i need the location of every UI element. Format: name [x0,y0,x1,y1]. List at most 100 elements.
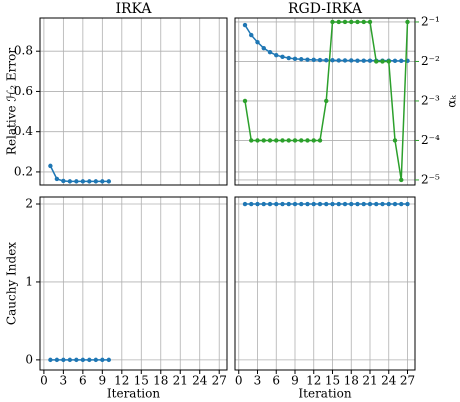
data-point [87,179,92,184]
data-point [93,179,99,184]
y-tick-label: 0.6 [14,84,33,98]
data-point [336,58,341,63]
data-point [380,201,385,207]
data-point [361,58,366,63]
y-axis-label: Cauchy Index [5,242,19,325]
data-point [330,58,335,63]
y-tick-label: 0 [25,352,33,366]
data-point [386,59,391,64]
data-point [399,58,404,64]
data-point [274,53,279,58]
data-point [249,138,254,143]
x-tick-label: 21 [173,374,188,388]
data-point [311,138,316,143]
data-point [311,201,316,207]
data-point [255,39,260,45]
data-point [267,201,273,207]
data-point [305,57,310,62]
data-point [324,98,329,104]
data-point [299,201,304,207]
data-point [299,57,304,62]
y2-axis-label: αₖ [445,95,459,108]
data-point [54,357,60,363]
data-point [399,177,404,183]
data-point [106,179,112,184]
data-point [67,179,73,184]
data-point [292,138,298,143]
x-tick-label: 0 [40,374,48,388]
data-point [367,19,373,25]
data-point [405,19,410,25]
data-point [355,201,360,207]
x-tick-label: 6 [272,374,280,388]
panel-title: IRKA [115,1,152,17]
data-point [342,19,348,25]
data-point [54,176,60,182]
data-point [255,201,260,207]
data-point [261,201,266,207]
data-point [336,201,341,207]
y-tick-label: 0.8 [14,44,33,58]
y2-tick-label: 2⁻² [421,54,440,68]
data-point [267,138,273,143]
data-point [305,138,310,143]
data-point [386,201,391,207]
data-point [374,201,379,207]
y2-tick-label: 2⁻⁴ [421,133,440,147]
data-point [61,357,66,363]
x-tick-label: 9 [291,374,299,388]
data-point [292,56,298,62]
x-tick-label: 27 [212,374,227,388]
series-line [49,165,109,183]
data-point [292,201,298,207]
data-point [261,138,266,143]
y2-tick-label: 2⁻⁵ [421,172,440,186]
data-point [392,201,398,207]
x-tick-label: 15 [134,374,149,388]
data-point [74,179,79,184]
data-point [280,54,285,60]
data-point [274,201,279,207]
data-point [380,59,385,64]
x-tick-label: 27 [400,374,415,388]
x-tick-label: 18 [153,374,168,388]
data-point [367,58,373,63]
data-point [267,50,273,55]
data-point [48,357,53,363]
y-tick-label: 2 [25,197,33,211]
x-tick-label: 0 [235,374,243,388]
data-point [274,138,279,143]
x-tick-label: 3 [60,374,68,388]
data-point [324,201,329,207]
data-point [280,138,285,143]
data-point [74,357,79,363]
y2-tick-label: 2⁻¹ [421,14,440,28]
plot-frame [234,196,416,371]
x-tick-label: 3 [254,374,262,388]
y-axis-label: Relative ℋ₂ Error [5,48,19,155]
x-tick-label: 12 [306,374,321,388]
data-point [336,19,341,25]
x-tick-label: 24 [192,374,208,388]
y2-tick-label: 2⁻³ [421,93,440,107]
data-point [261,45,266,51]
data-point [67,357,73,363]
data-point [100,357,105,363]
x-tick-label: 6 [79,374,87,388]
data-point [100,179,105,184]
data-point [324,58,329,63]
x-tick-label: 18 [344,374,359,388]
data-point [242,22,248,28]
y-tick-label: 0.2 [14,164,33,178]
panel-title: RGD-IRKA [288,1,363,17]
data-point [48,163,53,169]
data-point [242,201,248,207]
x-axis-label: Iteration [298,387,351,401]
data-point [342,58,348,63]
data-point [80,357,86,363]
data-point [349,201,354,207]
data-point [399,201,404,207]
data-point [361,201,366,207]
data-point [355,19,360,25]
